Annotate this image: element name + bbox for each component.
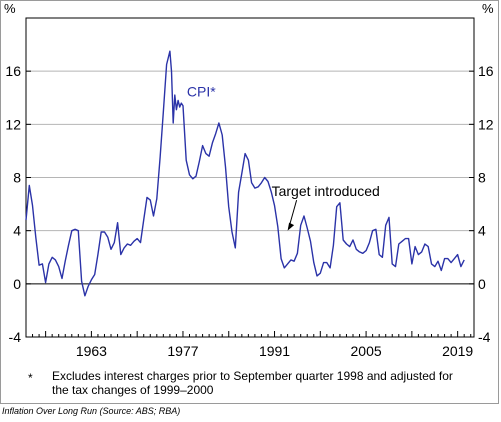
y-tick-label-right: 16 <box>478 63 494 79</box>
y-tick-label-right: -4 <box>478 329 491 345</box>
y-tick-label-left: 12 <box>5 116 21 132</box>
y-unit-label-left: % <box>4 1 16 16</box>
x-tick-label: 1963 <box>76 343 107 359</box>
y-tick-label-right: 8 <box>478 170 486 186</box>
annotation-target-introduced: Target introduced <box>272 183 380 199</box>
y-tick-label-left: 0 <box>13 276 21 292</box>
y-tick-label-left: 4 <box>13 223 21 239</box>
x-tick-label: 1977 <box>167 343 198 359</box>
y-tick-label-left: 16 <box>5 63 21 79</box>
x-tick-label: 2019 <box>442 343 473 359</box>
gridlines <box>26 70 474 285</box>
x-tick-label: 1991 <box>259 343 290 359</box>
y-unit-label-right: % <box>482 1 494 16</box>
x-tick-label: 2005 <box>351 343 382 359</box>
series-label-cpi: CPI* <box>187 83 216 99</box>
y-tick-label-right: 0 <box>478 276 486 292</box>
footnote-text: Excludes interest charges prior to Septe… <box>52 369 453 397</box>
figure-caption: Inflation Over Long Run (Source: ABS; RB… <box>2 406 181 416</box>
y-tick-label-right: 12 <box>478 116 494 132</box>
x-axis-ticks: 1963 1977 1991 2005 2019 <box>25 331 473 359</box>
y-tick-label-left: 8 <box>13 170 21 186</box>
series-line-cpi <box>25 50 465 297</box>
y-tick-label-right: 4 <box>478 223 486 239</box>
y-axis-ticks: -4 -4 0 0 4 4 8 8 12 12 16 16 <box>5 63 493 345</box>
chart-frame <box>0 0 499 404</box>
footnote-mark: * <box>28 371 33 385</box>
y-tick-label-left: -4 <box>9 329 22 345</box>
annotation-arrowhead <box>287 222 295 231</box>
